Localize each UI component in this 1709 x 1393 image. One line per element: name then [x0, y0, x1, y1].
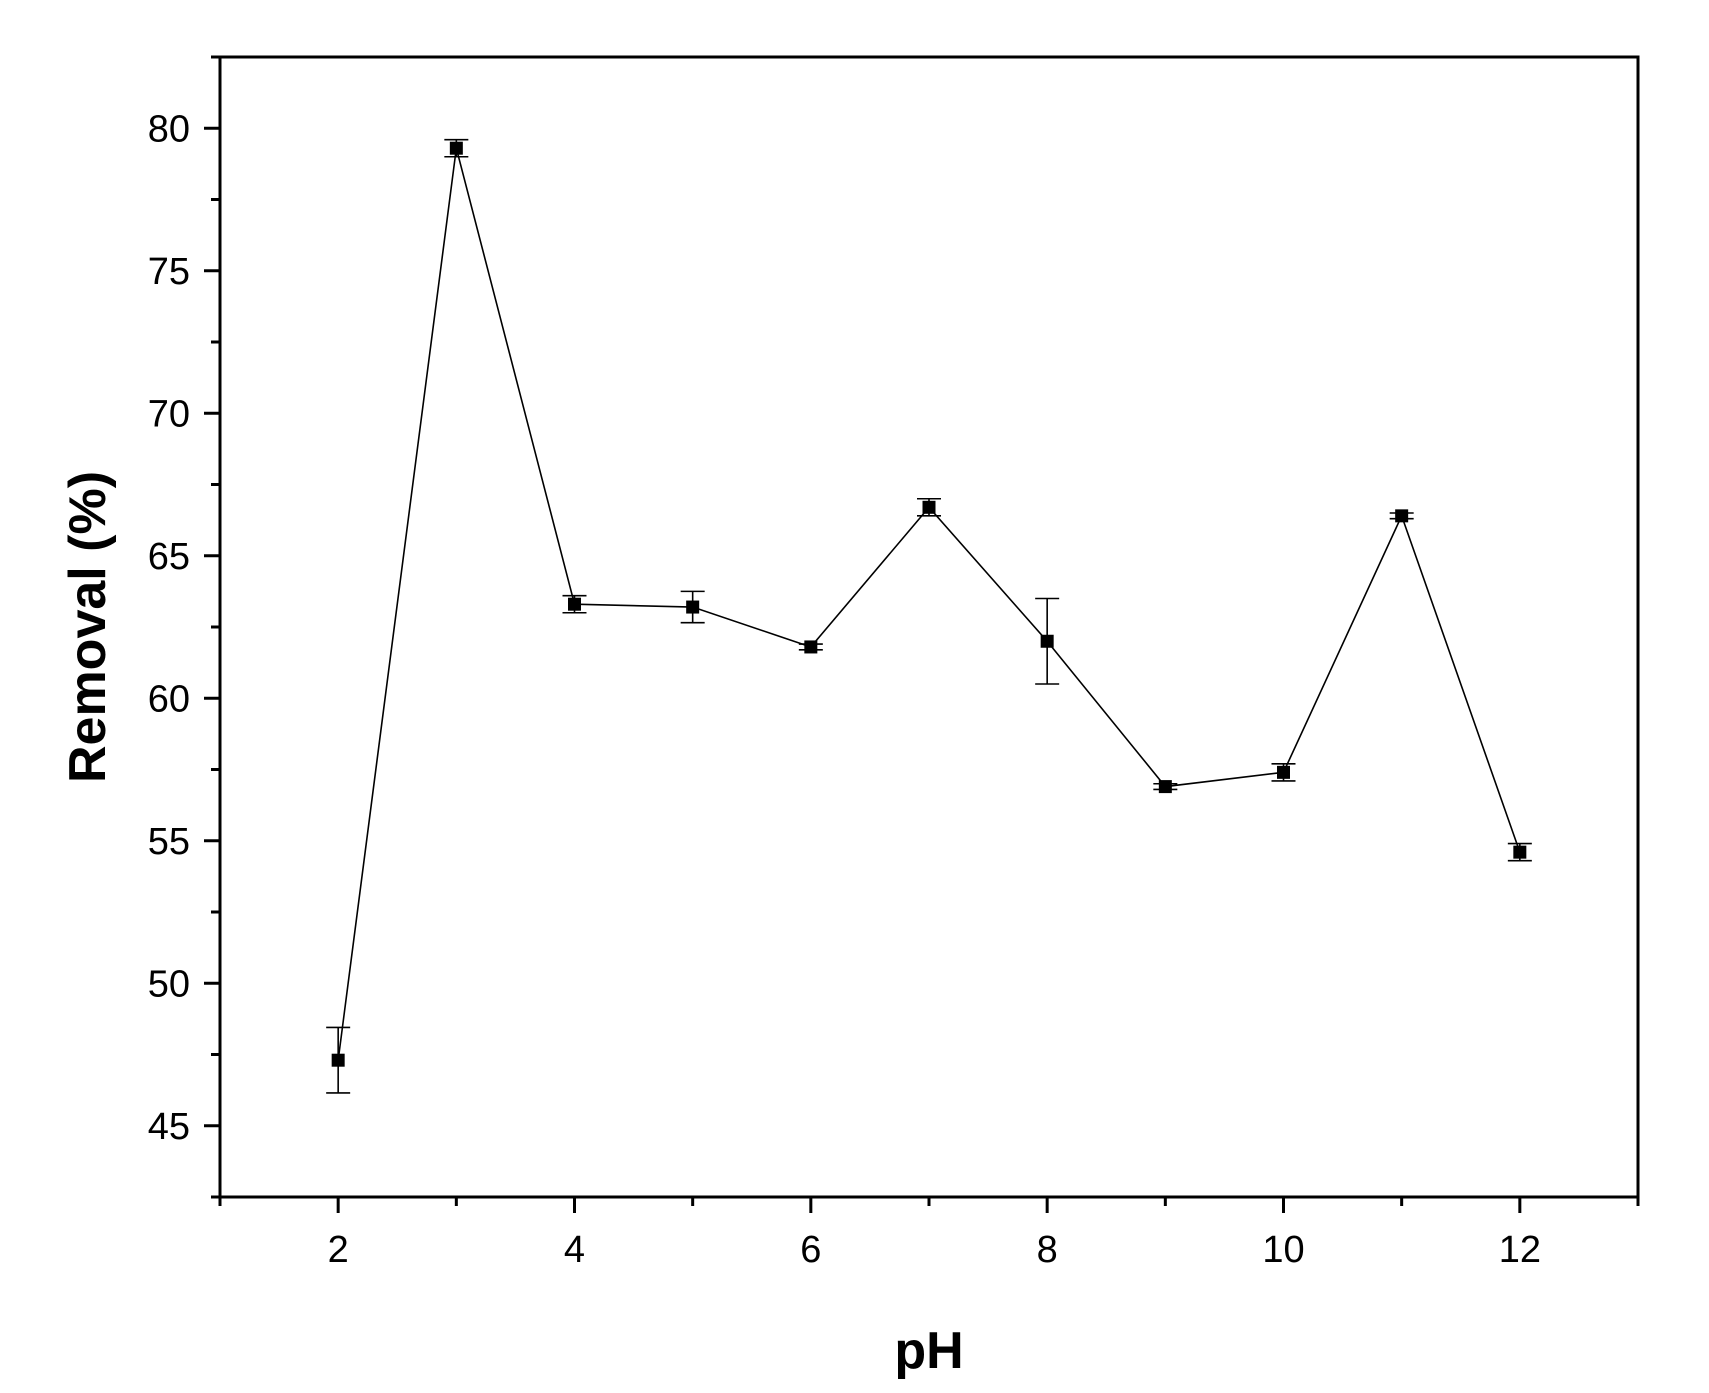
data-point [922, 500, 936, 514]
x-axis-title: pH [894, 1322, 963, 1380]
data-point [331, 1053, 345, 1067]
x-tick-label: 4 [564, 1229, 585, 1271]
y-tick-label: 70 [148, 393, 190, 435]
y-tick-label: 50 [148, 963, 190, 1005]
x-tick-label: 12 [1499, 1229, 1541, 1271]
y-tick-label: 60 [148, 678, 190, 720]
y-tick-label: 55 [148, 821, 190, 863]
data-point [1158, 780, 1172, 794]
data-point [1040, 634, 1054, 648]
data-point [686, 600, 700, 614]
data-point [1513, 845, 1527, 859]
data-point [1395, 509, 1409, 523]
y-tick-label: 65 [148, 536, 190, 578]
y-axis-title: Removal (%) [59, 471, 117, 783]
x-tick-label: 2 [328, 1229, 349, 1271]
data-point [449, 141, 463, 155]
tick-labels: 2 4 6 8 10 12 45 50 55 60 65 70 75 80 [148, 108, 1541, 1271]
plot-frame [218, 55, 1640, 1199]
y-tick-label: 80 [148, 108, 190, 150]
y-tick-label: 45 [148, 1106, 190, 1148]
plot-layer [326, 138, 1532, 1094]
x-tick-label: 10 [1262, 1229, 1304, 1271]
x-tick-label: 8 [1037, 1229, 1058, 1271]
data-point [568, 597, 581, 611]
series-line [337, 147, 1521, 1061]
data-point [1277, 765, 1290, 779]
y-tick-label: 75 [148, 251, 190, 293]
x-tick-label: 6 [800, 1229, 821, 1271]
axes-ticks [204, 55, 1640, 1213]
data-point [804, 640, 818, 654]
